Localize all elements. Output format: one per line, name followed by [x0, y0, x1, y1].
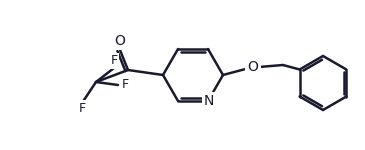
Text: O: O: [115, 34, 126, 48]
Text: F: F: [78, 102, 85, 114]
Text: F: F: [111, 54, 118, 68]
Text: N: N: [204, 94, 214, 108]
Text: O: O: [247, 60, 258, 74]
Text: F: F: [122, 78, 128, 92]
